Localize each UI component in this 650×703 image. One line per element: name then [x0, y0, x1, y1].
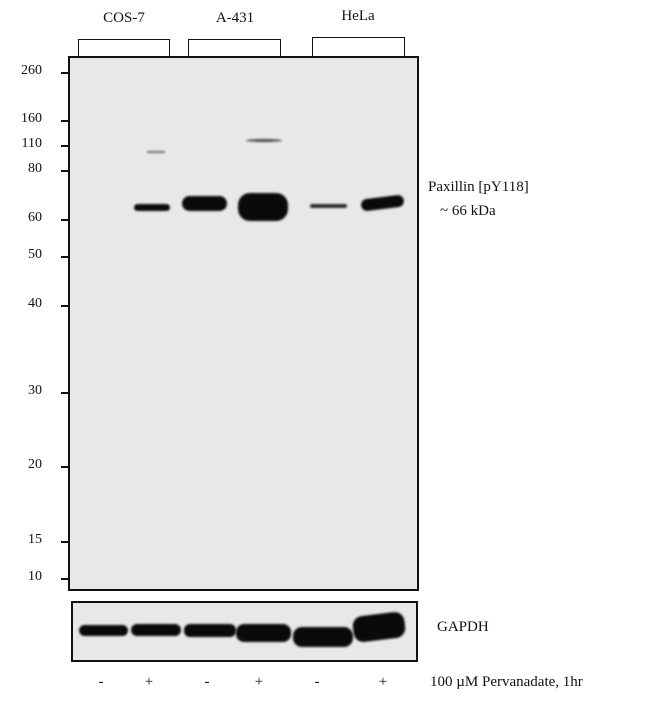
mw-marker: 60: [28, 210, 42, 225]
cell-line-label: COS-7: [103, 10, 145, 26]
faint-band: [147, 151, 165, 153]
main-blot-panel: [68, 56, 419, 591]
gapdh-band: [351, 610, 407, 644]
mw-tick: [61, 219, 69, 221]
treatment-sign: +: [144, 674, 154, 690]
gapdh-band: [293, 627, 353, 647]
faint-band: [246, 139, 282, 142]
gapdh-band: [79, 625, 128, 636]
lane-group-bracket: [188, 39, 281, 56]
mw-tick: [61, 305, 69, 307]
mw-marker: 80: [28, 161, 42, 176]
treatment-sign: -: [314, 674, 320, 690]
lane-group-bracket: [78, 39, 170, 56]
mw-marker: 50: [28, 247, 42, 262]
mw-tick: [61, 256, 69, 258]
mw-marker: 20: [28, 457, 42, 472]
mw-tick: [61, 72, 69, 74]
protein-band: [238, 193, 288, 221]
mw-marker: 260: [21, 63, 42, 78]
mw-marker: 40: [28, 296, 42, 311]
mw-tick: [61, 541, 69, 543]
mw-tick: [61, 466, 69, 468]
cell-line-label: HeLa: [341, 8, 375, 24]
cell-line-label: A-431: [215, 10, 255, 26]
treatment-sign: +: [378, 674, 388, 690]
mw-tick: [61, 392, 69, 394]
treatment-sign: +: [254, 674, 264, 690]
mw-marker: 10: [28, 569, 42, 584]
mw-marker: 110: [21, 136, 42, 151]
gapdh-band: [184, 624, 236, 637]
loading-control-label: GAPDH: [437, 619, 489, 635]
protein-band: [182, 196, 227, 211]
treatment-sign: -: [98, 674, 104, 690]
protein-band: [134, 204, 170, 211]
mw-tick: [61, 120, 69, 122]
mw-tick: [61, 170, 69, 172]
protein-band: [310, 204, 347, 208]
target-label: Paxillin [pY118]: [428, 179, 529, 195]
target-size-label: ~ 66 kDa: [440, 203, 496, 219]
gapdh-band: [236, 624, 291, 642]
treatment-label: 100 µM Pervanadate, 1hr: [430, 674, 583, 690]
gapdh-blot-panel: [71, 601, 418, 662]
treatment-sign: -: [204, 674, 210, 690]
mw-marker: 160: [21, 111, 42, 126]
mw-marker: 15: [28, 532, 42, 547]
lane-group-bracket: [312, 37, 405, 56]
mw-tick: [61, 578, 69, 580]
mw-marker: 30: [28, 383, 42, 398]
gapdh-band: [131, 624, 181, 636]
protein-band: [360, 194, 405, 212]
mw-tick: [61, 145, 69, 147]
